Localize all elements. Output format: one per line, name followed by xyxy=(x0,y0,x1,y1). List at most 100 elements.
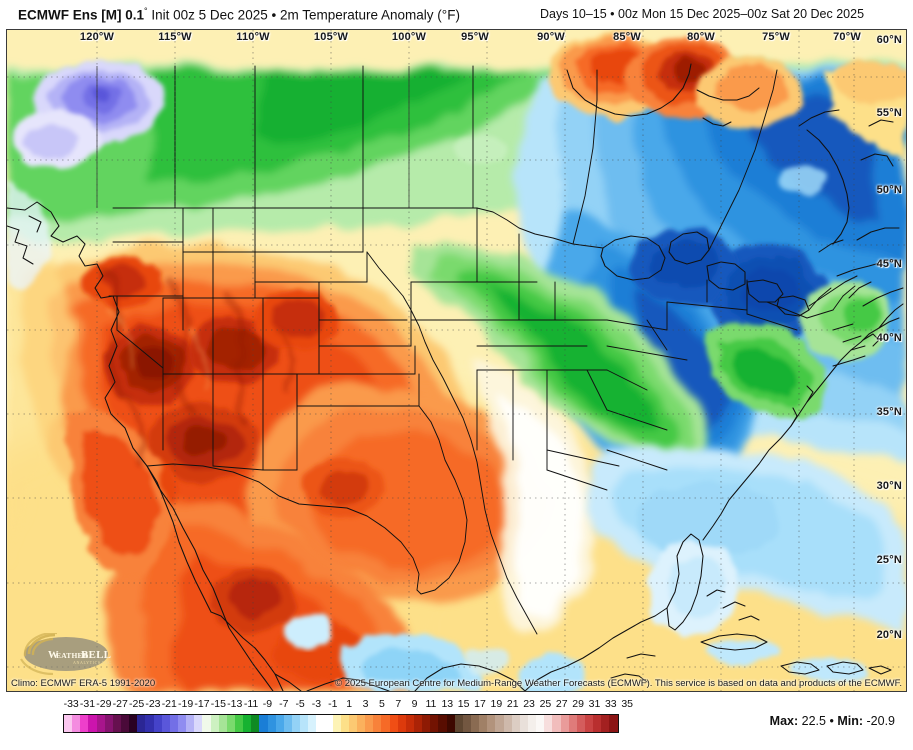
colorbar-tick: -15 xyxy=(210,698,226,710)
colorbar-cell xyxy=(601,715,610,732)
colorbar-tick: 21 xyxy=(506,698,519,710)
colorbar-cell xyxy=(72,715,81,732)
colorbar-tick: 11 xyxy=(425,698,437,710)
degree-symbol: ° xyxy=(144,6,148,16)
colorbar-cell xyxy=(405,715,415,732)
lon-label-115w: 115°W xyxy=(158,31,192,43)
chart-header: ECMWF Ens [M] 0.1° Init 00z 5 Dec 2025 •… xyxy=(0,0,913,29)
colorbar-cell xyxy=(104,715,113,732)
colorbar-cell xyxy=(397,715,406,732)
colorbar-cell xyxy=(430,715,439,732)
colorbar-tick: -7 xyxy=(279,698,289,710)
colorbar-tick: 29 xyxy=(572,698,584,710)
lat-label-60n: 60°N xyxy=(876,34,902,46)
lon-label-70w: 70°W xyxy=(833,31,861,43)
colorbar-gradient[interactable] xyxy=(63,714,619,733)
colorbar-cell xyxy=(503,715,512,732)
colorbar-cell xyxy=(194,715,203,732)
colorbar-tick: 7 xyxy=(395,698,402,710)
colorbar-cell xyxy=(202,715,211,732)
colorbar-cell xyxy=(495,715,504,732)
colorbar-cell xyxy=(308,715,317,732)
weatherbell-logo-mark: W EATHER BELL ANALYTICS LLC xyxy=(20,633,111,675)
colorbar-cell xyxy=(479,715,488,732)
colorbar-cell xyxy=(454,715,463,732)
colorbar-cell xyxy=(169,715,178,732)
colorbar-cell xyxy=(552,715,561,732)
colorbar-tick: 1 xyxy=(346,698,353,710)
colorbar-cell xyxy=(161,715,170,732)
colorbar-tick: -33 xyxy=(63,698,79,710)
max-label: Max: xyxy=(769,714,799,728)
graticule xyxy=(7,30,906,691)
lat-label-40n: 40°N xyxy=(876,332,902,344)
field-name: 2m Temperature Anomaly (°F) xyxy=(279,7,460,23)
colorbar-cell xyxy=(275,715,284,732)
lat-label-50n: 50°N xyxy=(876,184,902,196)
coastline-overlay xyxy=(7,63,904,691)
lon-label-100w: 100°W xyxy=(391,31,427,43)
temperature-anomaly-raster xyxy=(7,30,906,691)
colorbar-cell xyxy=(324,715,333,732)
min-value: -20.9 xyxy=(866,714,896,728)
min-label: Min: xyxy=(837,714,864,728)
political-borders xyxy=(108,65,866,635)
colorbar-cell xyxy=(64,715,73,732)
colorbar-cell xyxy=(210,715,219,732)
colorbar-cell xyxy=(137,715,146,732)
colorbar-cell xyxy=(267,715,276,732)
colorbar-tick-labels: -33 -31 -29 -27 -25 -23 -21 -19 -17 -15 -13 -11 -9 -7… xyxy=(63,698,633,712)
colorbar-cell xyxy=(365,715,374,732)
colorbar-cell xyxy=(88,715,97,732)
svg-text:BELL: BELL xyxy=(81,649,111,661)
colorbar-cell xyxy=(519,715,529,732)
colorbar-cell xyxy=(177,715,187,732)
colorbar-cell xyxy=(259,715,268,732)
colorbar-cell xyxy=(316,715,325,732)
lat-label-30n: 30°N xyxy=(876,480,902,492)
colorbar-cell xyxy=(348,715,358,732)
colorbar-cell xyxy=(283,715,292,732)
colorbar-cell xyxy=(585,715,594,732)
colorbar-tick: -25 xyxy=(128,698,145,710)
colorbar-cell xyxy=(446,715,455,732)
max-min-readout: Max: 22.5 • Min: -20.9 xyxy=(770,714,895,728)
colorbar-cell xyxy=(462,715,472,732)
colorbar-tick: 17 xyxy=(474,698,486,710)
colorbar-tick: 25 xyxy=(539,698,552,710)
colorbar-cell xyxy=(560,715,569,732)
colorbar-cell xyxy=(422,715,431,732)
lon-label-80w: 80°W xyxy=(687,31,715,43)
colorbar-tick: -21 xyxy=(161,698,177,710)
init-time: Init 00z 5 Dec 2025 xyxy=(151,7,268,23)
colorbar-cell xyxy=(243,715,252,732)
colorbar-cell xyxy=(487,715,496,732)
colorbar-cell xyxy=(291,715,301,732)
colorbar-cell xyxy=(609,715,618,732)
colorbar-tick: -3 xyxy=(311,698,322,710)
colorbar-tick: -23 xyxy=(145,698,161,710)
colorbar-cell xyxy=(544,715,553,732)
colorbar-tick: -27 xyxy=(112,698,128,710)
max-value: 22.5 xyxy=(801,714,826,728)
colorbar-cell xyxy=(381,715,390,732)
colorbar-tick: 5 xyxy=(378,698,385,710)
colorbar-tick: 13 xyxy=(441,698,454,710)
weather-map[interactable]: 120°W 115°W 110°W 105°W 100°W 95°W 90°W … xyxy=(6,29,907,692)
colorbar-cell xyxy=(251,715,260,732)
weatherbell-logo: W EATHER BELL ANALYTICS LLC xyxy=(15,633,117,675)
colorbar-tick: -13 xyxy=(227,698,243,710)
colorbar-tick: 15 xyxy=(457,698,470,710)
colorbar-cell xyxy=(389,715,398,732)
colorbar-cell xyxy=(300,715,309,732)
colorbar-cell xyxy=(96,715,105,732)
colorbar-cell xyxy=(438,715,447,732)
colorbar-cell xyxy=(129,715,138,732)
colorbar-cell xyxy=(471,715,480,732)
maxmin-separator: • xyxy=(829,714,834,728)
colorbar-tick: 27 xyxy=(555,698,568,710)
header-title-left: ECMWF Ens [M] 0.1° Init 00z 5 Dec 2025 •… xyxy=(18,6,460,23)
colorbar-tick: 23 xyxy=(523,698,535,710)
colorbar-cell xyxy=(536,715,545,732)
lon-label-75w: 75°W xyxy=(762,31,790,43)
